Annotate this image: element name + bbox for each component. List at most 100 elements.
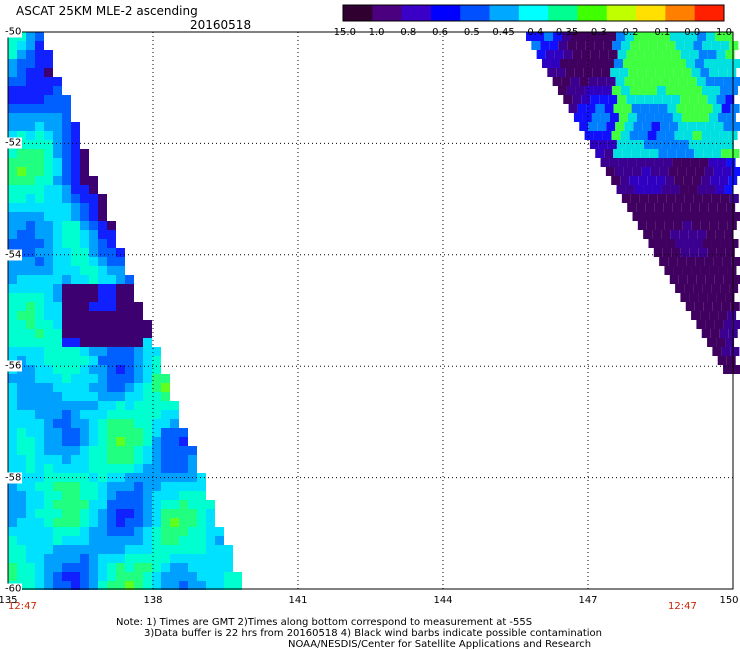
swath-cell	[188, 482, 197, 491]
swath-cell	[80, 176, 89, 185]
swath-cell	[179, 437, 188, 446]
swath-cell	[188, 455, 197, 464]
swath-cell	[98, 455, 107, 464]
swath-cell	[26, 59, 35, 68]
swath-cell	[35, 176, 44, 185]
swath-cell	[53, 509, 62, 518]
swath-cell	[558, 41, 568, 50]
swath-cell	[44, 356, 53, 365]
swath-cell	[621, 41, 631, 50]
swath-cell	[80, 302, 89, 311]
swath-cell	[717, 203, 727, 212]
swath-cell	[62, 536, 71, 545]
swath-cell	[89, 176, 98, 185]
swath-cell	[616, 185, 626, 194]
swath-cell	[676, 59, 686, 68]
swath-cell	[71, 230, 80, 239]
swath-cell	[35, 437, 44, 446]
swath-cell	[62, 392, 71, 401]
swath-cell	[684, 41, 694, 50]
swath-cell	[729, 194, 739, 203]
swath-cell	[26, 248, 35, 257]
longitude-tick-label: 150	[719, 595, 739, 606]
swath-cell	[35, 518, 44, 527]
swath-cell	[107, 500, 116, 509]
swath-cell	[688, 32, 697, 41]
swath-cell	[152, 383, 161, 392]
swath-cell	[17, 284, 26, 293]
swath-cell	[724, 230, 734, 239]
swath-cell	[26, 392, 35, 401]
swath-cell	[694, 59, 704, 68]
swath-cell	[170, 437, 179, 446]
swath-cell	[80, 374, 89, 383]
swath-cell	[668, 167, 678, 176]
swath-cell	[152, 392, 161, 401]
swath-cell	[53, 383, 62, 392]
swath-cell	[26, 500, 35, 509]
swath-cell	[684, 194, 694, 203]
swath-cell	[694, 104, 704, 113]
swath-cell	[53, 104, 62, 113]
swath-cell	[107, 518, 116, 527]
swath-cell	[152, 464, 161, 473]
swath-cell	[26, 77, 35, 86]
swath-cell	[719, 131, 729, 140]
swath-cell	[718, 221, 728, 230]
swath-cell	[152, 374, 161, 383]
swath-cell	[17, 194, 26, 203]
swath-cell	[615, 122, 625, 131]
swath-cell	[720, 239, 730, 248]
swath-cell	[17, 311, 26, 320]
swath-cell	[35, 59, 44, 68]
swath-cell	[53, 482, 62, 491]
swath-cell	[595, 104, 605, 113]
swath-cell	[89, 275, 98, 284]
swath-cell	[35, 221, 44, 230]
swath-cell	[134, 347, 143, 356]
swath-cell	[662, 50, 672, 59]
swath-cell	[53, 176, 62, 185]
swath-cell	[71, 473, 80, 482]
swath-cell	[98, 275, 107, 284]
swath-cell	[224, 554, 233, 563]
swath-cell	[701, 176, 711, 185]
swath-cell	[712, 149, 722, 158]
swath-cell	[730, 347, 740, 356]
swath-cell	[71, 518, 80, 527]
swath-cell	[8, 563, 17, 572]
swath-cell	[80, 149, 89, 158]
swath-cell	[684, 284, 694, 293]
swath-cell	[44, 572, 53, 581]
swath-cell	[116, 536, 125, 545]
swath-cell	[697, 32, 706, 41]
swath-cell	[721, 104, 731, 113]
swath-cell	[8, 266, 17, 275]
swath-cell	[654, 203, 664, 212]
swath-cell	[17, 446, 26, 455]
swath-cell	[712, 302, 722, 311]
swath-cell	[161, 554, 170, 563]
swath-cell	[98, 401, 107, 410]
swath-cell	[679, 140, 689, 149]
swath-cell	[598, 32, 607, 41]
swath-cell	[646, 68, 656, 77]
swath-cell	[669, 275, 679, 284]
swath-cell	[35, 329, 44, 338]
swath-cell	[80, 329, 89, 338]
swath-cell	[716, 293, 726, 302]
swath-cell	[716, 50, 726, 59]
swath-cell	[71, 365, 80, 374]
swath-cell	[197, 554, 206, 563]
swath-cell	[691, 68, 701, 77]
swath-cell	[161, 581, 170, 590]
swath-cell	[71, 446, 80, 455]
swath-cell	[17, 77, 26, 86]
swath-cell	[170, 455, 179, 464]
swath-cell	[71, 554, 80, 563]
swath-cell	[53, 572, 62, 581]
swath-cell	[712, 347, 722, 356]
swath-cell	[116, 545, 125, 554]
swath-cell	[53, 239, 62, 248]
swath-cell	[53, 581, 62, 590]
